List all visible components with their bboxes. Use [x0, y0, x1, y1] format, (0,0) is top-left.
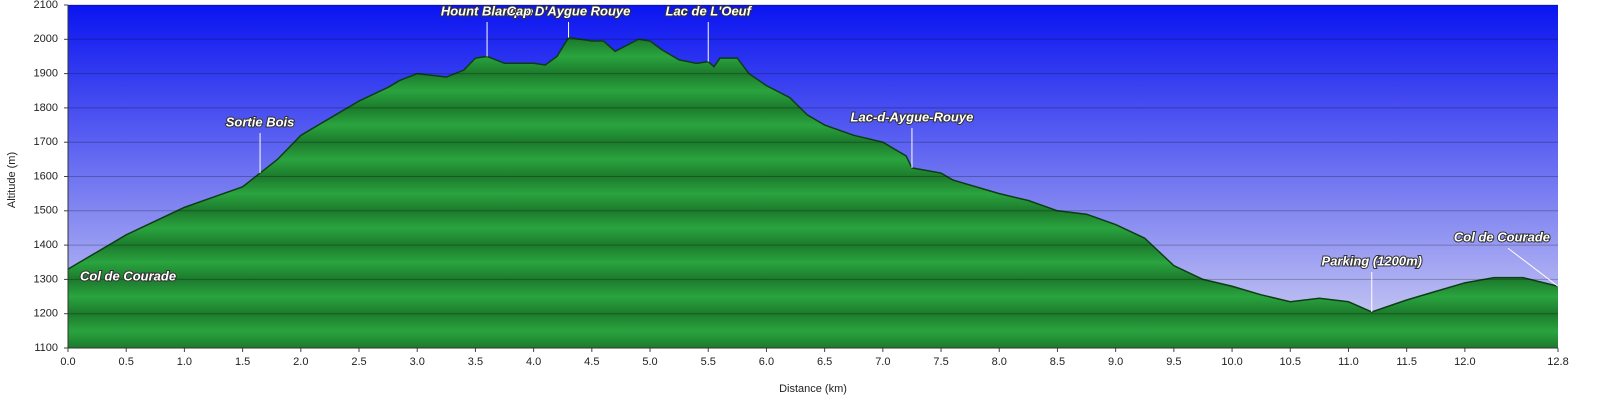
x-tick-label: 12.0 [1454, 356, 1475, 368]
annotation: Parking (1200m) [1322, 253, 1422, 268]
x-tick-label: 8.5 [1050, 356, 1065, 368]
x-tick-label: 2.5 [351, 356, 366, 368]
annotation: Sortie Bois [226, 115, 295, 130]
x-tick-label: 12.8 [1547, 356, 1568, 368]
x-tick-label: 7.0 [875, 356, 890, 368]
x-tick-label: 4.0 [526, 356, 541, 368]
x-tick-label: 10.0 [1221, 356, 1242, 368]
x-tick-label: 3.0 [410, 356, 425, 368]
x-tick-label: 4.5 [584, 356, 599, 368]
y-tick-label: 1500 [34, 205, 58, 217]
annotation: Lac-d-Aygue-Rouye [851, 109, 974, 124]
x-tick-label: 7.5 [933, 356, 948, 368]
y-tick-label: 1200 [34, 308, 58, 320]
y-axis-title: Altitude (m) [6, 152, 18, 208]
y-tick-label: 2100 [34, 0, 58, 11]
x-tick-label: 9.5 [1166, 356, 1181, 368]
x-tick-label: 6.0 [759, 356, 774, 368]
x-tick-label: 10.5 [1280, 356, 1301, 368]
x-axis-title: Distance (km) [779, 383, 847, 395]
y-tick-label: 1800 [34, 102, 58, 114]
x-tick-label: 9.0 [1108, 356, 1123, 368]
x-tick-label: 2.0 [293, 356, 308, 368]
x-tick-label: 1.5 [235, 356, 250, 368]
annotation: Hount Blanque [441, 3, 533, 18]
annotation: Cap D'Aygue Rouye [507, 3, 631, 18]
x-tick-label: 11.0 [1338, 356, 1359, 368]
x-tick-label: 0.0 [60, 356, 75, 368]
annotation: Lac de L'Oeuf [666, 3, 753, 18]
y-tick-label: 2000 [34, 33, 58, 45]
annotation: Col de Courade [1454, 230, 1550, 245]
x-tick-label: 8.0 [992, 356, 1007, 368]
x-tick-label: 3.5 [468, 356, 483, 368]
x-tick-label: 0.5 [119, 356, 134, 368]
x-tick-label: 1.0 [177, 356, 192, 368]
annotation-leader [1507, 247, 1559, 287]
area-fill [68, 37, 1558, 349]
y-tick-label: 1100 [34, 342, 58, 354]
x-tick-label: 5.5 [701, 356, 716, 368]
y-tick-label: 1700 [34, 136, 58, 148]
x-tick-label: 5.0 [642, 356, 657, 368]
y-tick-label: 1300 [34, 273, 58, 285]
y-tick-label: 1600 [34, 170, 58, 182]
annotation: Col de Courade [80, 269, 176, 284]
y-tick-label: 1400 [34, 239, 58, 251]
x-tick-label: 11.5 [1396, 356, 1417, 368]
x-tick-label: 6.5 [817, 356, 832, 368]
y-tick-label: 1900 [34, 68, 58, 80]
